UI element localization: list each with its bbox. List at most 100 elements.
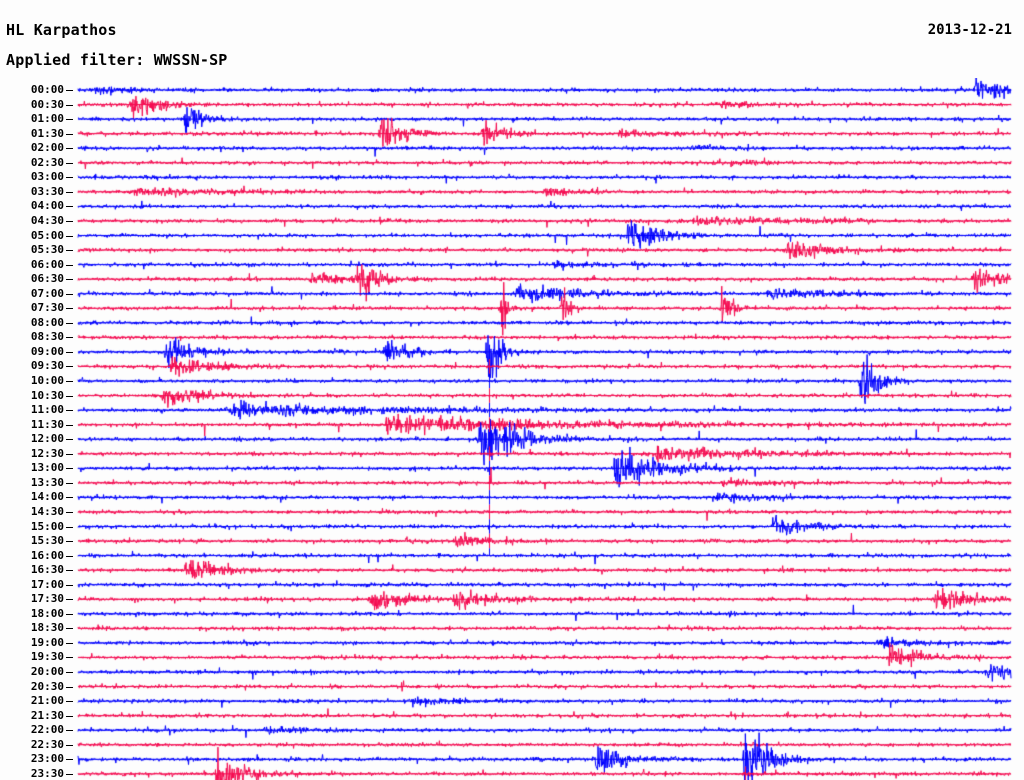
time-label: 05:30 (30, 243, 64, 257)
page-title: HL Karpathos (6, 21, 117, 39)
time-label: 02:00 (30, 141, 64, 155)
time-label: 01:00 (30, 112, 64, 126)
time-tick (66, 148, 73, 150)
time-tick (66, 206, 73, 208)
time-label: 07:30 (30, 301, 64, 315)
time-label: 21:30 (30, 708, 64, 722)
time-label: 10:30 (30, 388, 64, 402)
time-tick (66, 468, 73, 470)
time-label: 11:30 (30, 417, 64, 431)
time-tick (66, 235, 73, 237)
time-label: 16:30 (30, 563, 64, 577)
time-label: 17:30 (30, 592, 64, 606)
time-label: 00:30 (30, 97, 64, 111)
time-label: 19:00 (30, 635, 64, 649)
time-tick (66, 381, 73, 382)
time-tick (66, 322, 73, 324)
time-tick (66, 177, 73, 179)
time-label: 23:00 (30, 752, 64, 766)
time-label: 14:30 (30, 504, 64, 518)
time-label: 16:00 (30, 548, 64, 562)
time-label: 08:00 (30, 315, 64, 329)
time-label: 14:00 (30, 490, 64, 504)
time-tick (66, 526, 73, 528)
time-tick (66, 366, 73, 368)
time-label: 10:00 (30, 374, 64, 387)
time-label: 04:30 (30, 213, 64, 227)
time-tick (66, 119, 73, 121)
time-label: 04:00 (30, 199, 64, 213)
time-tick (66, 264, 73, 266)
time-tick (66, 672, 73, 673)
time-axis: 00:00 00:30 01:00 01:30 02:00 02:30 03:00 03:30… (0, 78, 73, 780)
time-label: 12:00 (30, 432, 64, 446)
time-tick (66, 337, 73, 339)
time-tick (66, 250, 73, 252)
time-tick (66, 308, 73, 310)
time-tick (66, 744, 73, 746)
time-label: 00:00 (30, 83, 64, 96)
time-tick (66, 90, 73, 91)
time-label: 03:30 (30, 184, 64, 198)
time-label: 21:00 (30, 694, 64, 708)
time-tick (66, 482, 73, 484)
time-tick (66, 759, 73, 761)
time-label: 01:30 (30, 126, 64, 140)
time-label: 06:30 (30, 272, 64, 286)
time-label: 06:00 (30, 257, 64, 271)
applied-filter-label: Applied filter: WWSSN-SP (6, 51, 228, 69)
time-tick (66, 628, 73, 630)
time-tick (66, 497, 73, 499)
record-date: 2013-12-21 (927, 22, 1012, 38)
time-label: 03:00 (30, 170, 64, 184)
time-tick (66, 642, 73, 644)
time-tick (66, 599, 73, 601)
time-label: 18:30 (30, 621, 64, 635)
time-label: 23:30 (30, 766, 64, 780)
seismogram-plot[interactable] (0, 78, 1024, 780)
time-tick (66, 541, 73, 543)
time-tick (66, 395, 73, 397)
time-tick (66, 410, 73, 412)
time-label: 22:30 (30, 737, 64, 751)
time-label: 07:00 (30, 286, 64, 300)
time-tick (66, 162, 73, 164)
time-tick (66, 293, 73, 295)
time-tick (66, 439, 73, 441)
time-label: 20:00 (30, 665, 64, 678)
time-tick (66, 511, 73, 513)
time-tick (66, 220, 73, 222)
time-tick (66, 773, 73, 775)
seismogram-traces[interactable] (0, 78, 1024, 780)
time-label: 15:00 (30, 519, 64, 533)
time-label: 12:30 (30, 446, 64, 460)
time-label: 22:00 (30, 723, 64, 737)
time-tick (66, 453, 73, 455)
time-label: 13:00 (30, 461, 64, 475)
time-tick (66, 570, 73, 572)
time-label: 09:00 (30, 344, 64, 358)
time-tick (66, 104, 73, 106)
time-tick (66, 715, 73, 717)
time-tick (66, 701, 73, 703)
time-label: 15:30 (30, 534, 64, 548)
time-tick (66, 351, 73, 353)
time-label: 11:00 (30, 403, 64, 417)
time-tick (66, 613, 73, 615)
time-label: 17:00 (30, 577, 64, 591)
time-tick (66, 584, 73, 586)
time-label: 13:30 (30, 475, 64, 489)
time-tick (66, 133, 73, 135)
time-tick (66, 424, 73, 426)
time-tick (66, 730, 73, 732)
time-label: 18:00 (30, 606, 64, 620)
time-label: 02:30 (30, 155, 64, 169)
time-label: 05:00 (30, 228, 64, 242)
time-label: 19:30 (30, 650, 64, 664)
time-tick (66, 657, 73, 659)
time-label: 08:30 (30, 330, 64, 344)
time-tick (66, 686, 73, 688)
time-tick (66, 279, 73, 281)
time-label: 20:30 (30, 679, 64, 693)
